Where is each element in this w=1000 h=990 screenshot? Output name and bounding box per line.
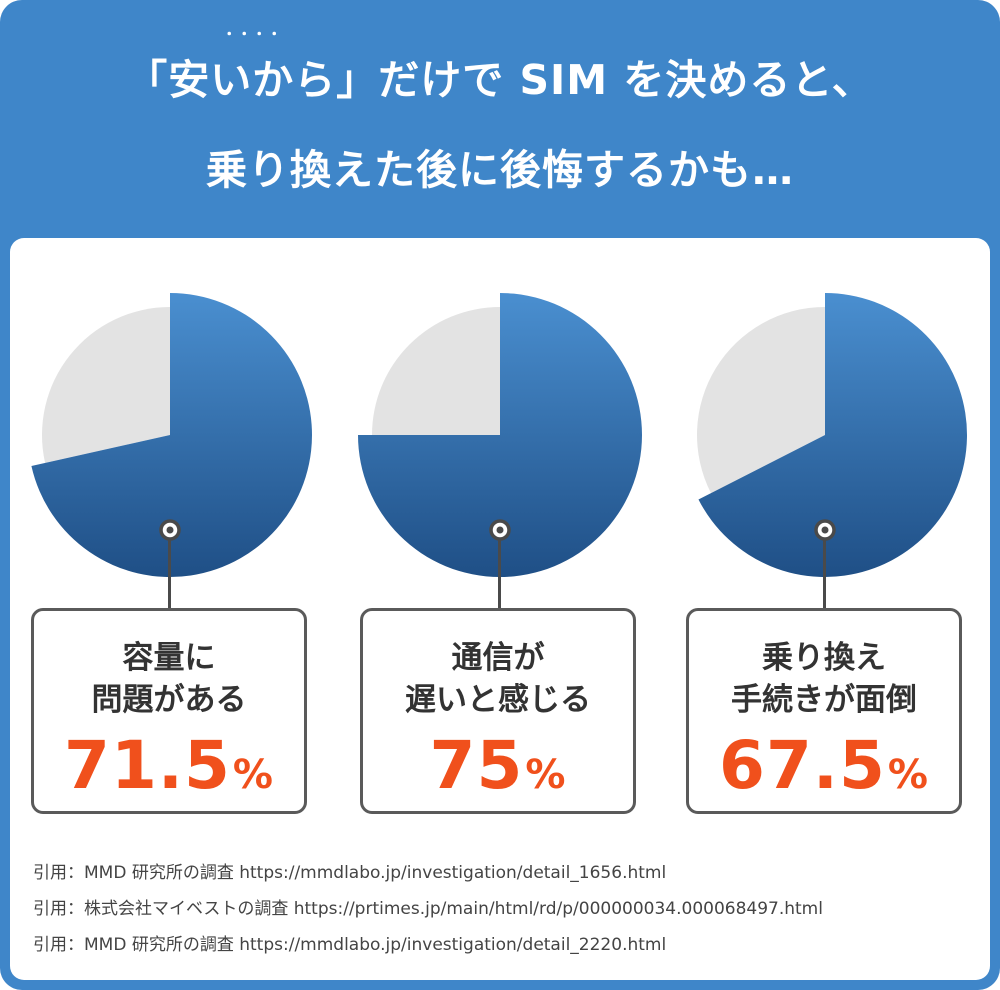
stat-value-number: 75 — [429, 727, 524, 804]
connector-dot-1 — [166, 526, 174, 534]
stat-label-line2: 手続きが面倒 — [731, 682, 917, 718]
pie-slice-value-1 — [31, 293, 313, 577]
stat-label: 容量に 問題がある — [34, 637, 304, 721]
stat-label-line2: 問題がある — [91, 682, 247, 718]
pie-slice-remainder-3 — [697, 307, 825, 494]
headline-line1: 「・・・・ 安いから」だけで SIM を決めると、 — [0, 28, 1000, 108]
headline-emphasis-text: 安いから — [168, 56, 337, 104]
headline-line2: 乗り換えた後に後悔するかも… — [206, 146, 794, 194]
headline-rest: だけで SIM を決めると、 — [378, 56, 874, 104]
stat-value-number: 67.5 — [719, 727, 886, 804]
pie-slice-value-2 — [358, 293, 642, 577]
pie-slice-remainder-1 — [41, 307, 170, 463]
stat-label: 乗り換え 手続きが面倒 — [689, 637, 959, 721]
headline-close-bracket: 」 — [336, 56, 379, 104]
stat-label-line2: 遅いと感じる — [405, 682, 591, 718]
stat-box-capacity: 容量に 問題がある 71.5% — [31, 608, 307, 814]
stat-label-line1: 容量に — [122, 640, 216, 676]
citations: 引用：MMD 研究所の調査 https://mmdlabo.jp/investi… — [33, 855, 823, 963]
headline: 「・・・・ 安いから」だけで SIM を決めると、 乗り換えた後に後悔するかも… — [0, 28, 1000, 198]
stat-value: 67.5% — [689, 731, 959, 810]
pie-charts — [31, 293, 967, 577]
connector-line-2 — [498, 538, 501, 608]
stat-value-number: 71.5 — [64, 727, 231, 804]
stat-box-procedure: 乗り換え 手続きが面倒 67.5% — [686, 608, 962, 814]
connector-line-3 — [823, 538, 826, 608]
stat-value-unit: % — [887, 752, 929, 798]
citation-3: 引用：MMD 研究所の調査 https://mmdlabo.jp/investi… — [33, 935, 667, 955]
connector-dot-3 — [821, 526, 829, 534]
stat-label-line1: 乗り換え — [762, 640, 886, 676]
stat-value: 71.5% — [34, 731, 304, 810]
pie-slice-remainder-2 — [372, 307, 500, 435]
connector-line-1 — [168, 538, 171, 608]
stat-label: 通信が 遅いと感じる — [363, 637, 633, 721]
stat-label-line1: 通信が — [451, 640, 545, 676]
content-panel: 容量に 問題がある 71.5% 通信が 遅いと感じる 75% 乗り換え 手続きが… — [10, 238, 990, 980]
stat-value: 75% — [363, 731, 633, 810]
headline-open-bracket: 「 — [126, 56, 169, 104]
headline-emphasis: ・・・・ 安いから — [168, 28, 337, 108]
emphasis-dots: ・・・・ — [222, 27, 283, 43]
stat-value-unit: % — [525, 752, 567, 798]
pie-slice-value-3 — [698, 293, 967, 577]
citation-2: 引用：株式会社マイベストの調査 https://prtimes.jp/main/… — [33, 899, 823, 919]
stat-value-unit: % — [232, 752, 274, 798]
citation-1: 引用：MMD 研究所の調査 https://mmdlabo.jp/investi… — [33, 863, 667, 883]
stat-box-speed: 通信が 遅いと感じる 75% — [360, 608, 636, 814]
connector-dot-2 — [496, 526, 504, 534]
